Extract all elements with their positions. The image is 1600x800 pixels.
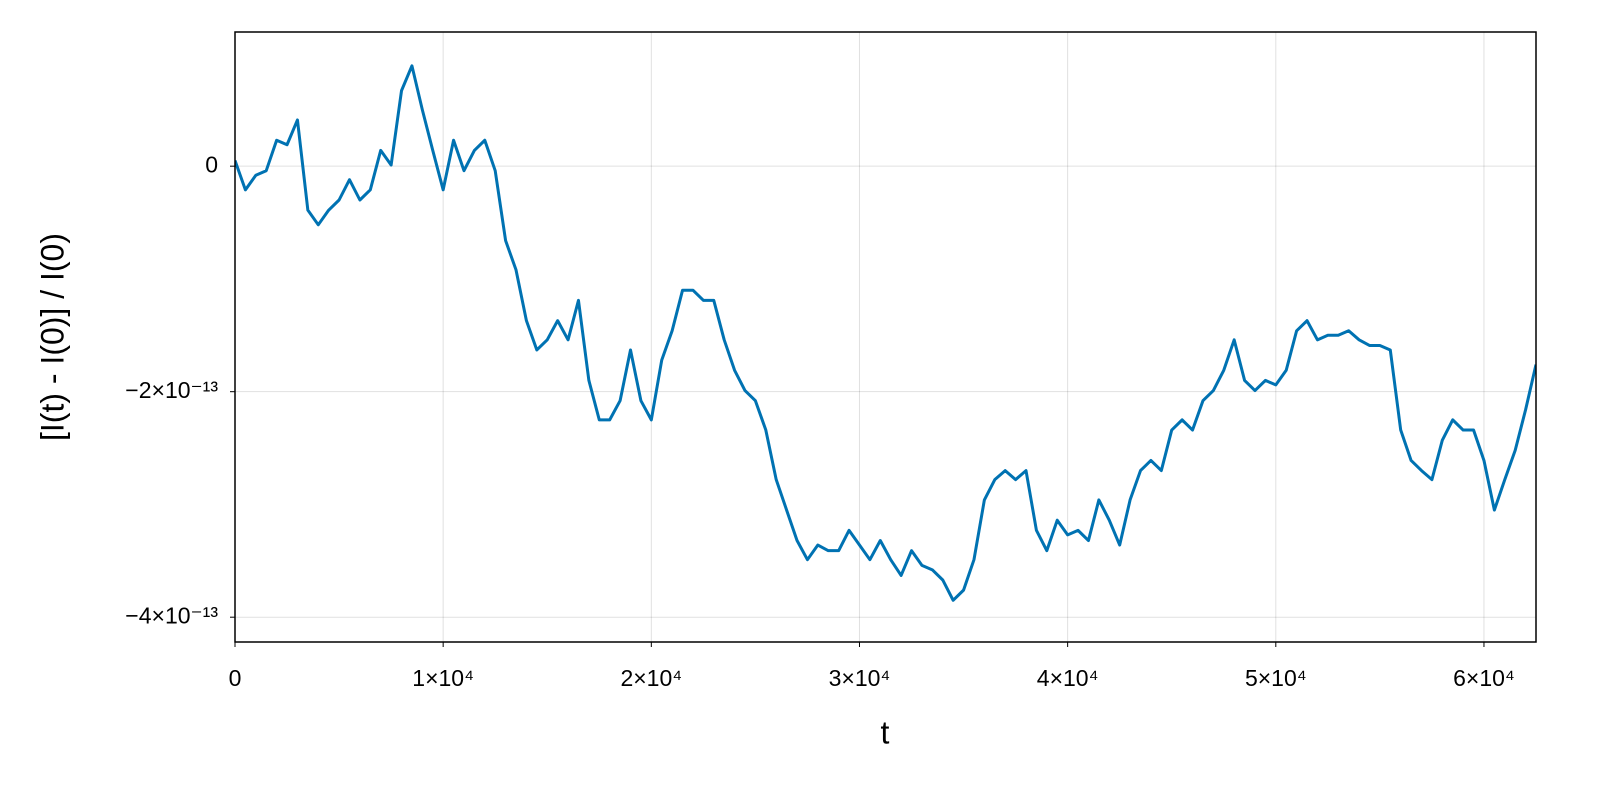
plot-frame [234,31,1537,643]
x-tick-label: 6×10⁴ [1453,665,1515,691]
y-tick-label: 0 [205,151,218,177]
y-axis-label: [I(t) - I(0)] / I(0) [34,233,70,441]
y-tick-label: −2×10⁻¹³ [125,377,218,403]
y-tick-label: −4×10⁻¹³ [125,602,218,628]
x-tick-label: 2×10⁴ [620,665,682,691]
x-tick-label: 0 [229,665,242,691]
data-line [235,64,1536,602]
x-tick-label: 1×10⁴ [412,665,474,691]
x-tick-label: 3×10⁴ [829,665,891,691]
x-tick-label: 5×10⁴ [1245,665,1307,691]
x-tick-label: 4×10⁴ [1037,665,1099,691]
x-axis-label: t [881,714,890,750]
